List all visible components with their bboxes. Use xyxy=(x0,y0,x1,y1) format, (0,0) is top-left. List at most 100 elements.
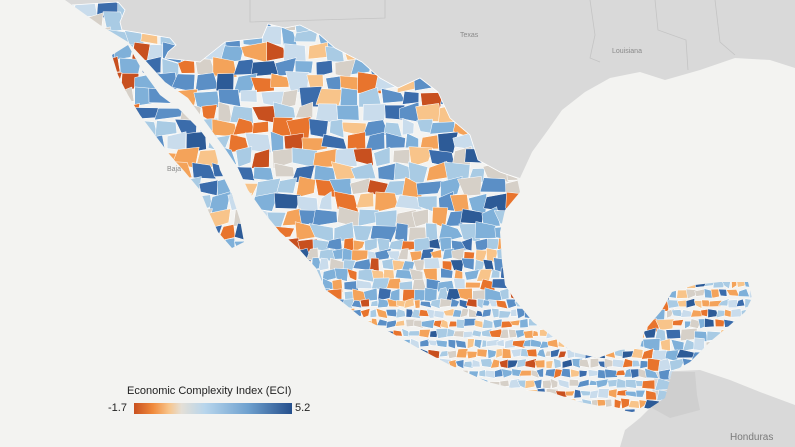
municipality-region[interactable] xyxy=(157,339,173,352)
municipality-region[interactable] xyxy=(462,331,474,339)
municipality-region[interactable] xyxy=(483,399,493,409)
municipality-region[interactable] xyxy=(440,389,449,398)
municipality-region[interactable] xyxy=(58,249,73,262)
municipality-region[interactable] xyxy=(394,319,405,327)
municipality-region[interactable] xyxy=(731,91,751,108)
municipality-region[interactable] xyxy=(740,338,750,353)
municipality-region[interactable] xyxy=(424,439,431,447)
municipality-region[interactable] xyxy=(370,318,379,329)
municipality-region[interactable] xyxy=(394,368,402,379)
municipality-region[interactable] xyxy=(748,309,760,320)
municipality-region[interactable] xyxy=(482,429,490,438)
municipality-region[interactable] xyxy=(692,269,702,280)
municipality-region[interactable] xyxy=(494,368,504,378)
municipality-region[interactable] xyxy=(710,288,720,299)
municipality-region[interactable] xyxy=(355,419,365,427)
municipality-region[interactable] xyxy=(274,162,295,177)
municipality-region[interactable] xyxy=(381,408,390,417)
municipality-region[interactable] xyxy=(538,320,547,328)
municipality-region[interactable] xyxy=(227,192,252,211)
municipality-region[interactable] xyxy=(700,267,717,283)
municipality-region[interactable] xyxy=(319,398,334,412)
municipality-region[interactable] xyxy=(59,328,76,342)
municipality-region[interactable] xyxy=(386,298,400,308)
municipality-region[interactable] xyxy=(311,377,327,391)
municipality-region[interactable] xyxy=(579,359,591,369)
municipality-region[interactable] xyxy=(490,269,501,279)
municipality-region[interactable] xyxy=(392,428,403,437)
municipality-region[interactable] xyxy=(488,381,501,388)
municipality-region[interactable] xyxy=(625,192,652,211)
municipality-region[interactable] xyxy=(667,167,690,181)
municipality-region[interactable] xyxy=(84,439,92,447)
municipality-region[interactable] xyxy=(474,339,483,349)
municipality-region[interactable] xyxy=(507,359,519,369)
municipality-region[interactable] xyxy=(71,430,86,441)
municipality-region[interactable] xyxy=(633,299,646,309)
municipality-region[interactable] xyxy=(165,369,179,383)
municipality-region[interactable] xyxy=(372,439,378,447)
municipality-region[interactable] xyxy=(596,428,605,437)
municipality-region[interactable] xyxy=(754,328,769,340)
municipality-region[interactable] xyxy=(610,299,620,307)
municipality-region[interactable] xyxy=(285,349,298,359)
municipality-region[interactable] xyxy=(440,176,463,199)
municipality-region[interactable] xyxy=(682,357,696,373)
municipality-region[interactable] xyxy=(568,290,582,299)
municipality-region[interactable] xyxy=(276,177,298,194)
municipality-region[interactable] xyxy=(351,249,369,263)
municipality-region[interactable] xyxy=(413,388,424,399)
municipality-region[interactable] xyxy=(588,308,600,319)
municipality-region[interactable] xyxy=(690,309,704,318)
municipality-region[interactable] xyxy=(152,309,165,322)
municipality-region[interactable] xyxy=(211,319,223,333)
municipality-region[interactable] xyxy=(477,377,488,389)
municipality-region[interactable] xyxy=(630,368,641,379)
municipality-region[interactable] xyxy=(459,299,469,309)
municipality-region[interactable] xyxy=(727,349,744,363)
municipality-region[interactable] xyxy=(153,183,174,198)
municipality-region[interactable] xyxy=(571,308,584,318)
municipality-region[interactable] xyxy=(111,238,124,253)
municipality-region[interactable] xyxy=(512,339,526,349)
municipality-region[interactable] xyxy=(424,419,433,426)
municipality-region[interactable] xyxy=(401,349,412,359)
municipality-region[interactable] xyxy=(137,257,155,269)
municipality-region[interactable] xyxy=(563,310,575,319)
municipality-region[interactable] xyxy=(140,318,153,333)
municipality-region[interactable] xyxy=(97,360,113,371)
municipality-region[interactable] xyxy=(467,338,475,349)
municipality-region[interactable] xyxy=(566,152,594,168)
municipality-region[interactable] xyxy=(369,308,378,318)
municipality-region[interactable] xyxy=(481,318,494,329)
municipality-region[interactable] xyxy=(715,247,730,261)
municipality-region[interactable] xyxy=(60,409,76,420)
municipality-region[interactable] xyxy=(334,267,349,282)
municipality-region[interactable] xyxy=(339,388,347,399)
municipality-region[interactable] xyxy=(683,210,714,227)
municipality-region[interactable] xyxy=(60,421,78,431)
municipality-region[interactable] xyxy=(221,318,236,332)
municipality-region[interactable] xyxy=(739,147,759,163)
municipality-region[interactable] xyxy=(184,349,196,363)
municipality-region[interactable] xyxy=(727,299,738,309)
municipality-region[interactable] xyxy=(747,357,763,373)
municipality-region[interactable] xyxy=(209,297,224,311)
municipality-region[interactable] xyxy=(630,320,640,329)
municipality-region[interactable] xyxy=(154,108,184,121)
municipality-region[interactable] xyxy=(741,307,751,318)
municipality-region[interactable] xyxy=(463,360,474,369)
municipality-region[interactable] xyxy=(330,329,340,339)
municipality-region[interactable] xyxy=(212,56,238,78)
municipality-region[interactable] xyxy=(542,379,553,389)
municipality-region[interactable] xyxy=(58,400,74,411)
municipality-region[interactable] xyxy=(346,358,356,369)
municipality-region[interactable] xyxy=(288,360,302,371)
municipality-region[interactable] xyxy=(385,368,396,376)
municipality-region[interactable] xyxy=(164,259,178,273)
municipality-region[interactable] xyxy=(297,280,315,292)
municipality-region[interactable] xyxy=(73,277,88,292)
municipality-region[interactable] xyxy=(545,360,554,369)
municipality-region[interactable] xyxy=(753,150,775,169)
municipality-region[interactable] xyxy=(119,103,141,124)
